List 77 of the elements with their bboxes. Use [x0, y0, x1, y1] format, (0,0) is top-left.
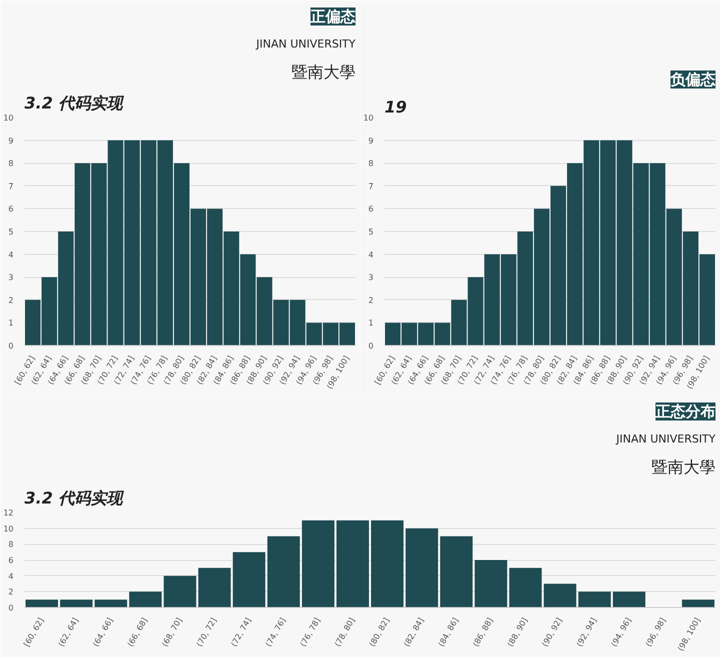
- bar: [198, 568, 231, 608]
- y-tick-label: 0: [8, 342, 14, 350]
- text: 3.2 代码实现: [24, 488, 124, 508]
- y-tick-label: 9: [8, 136, 14, 146]
- y-tick-label: 7: [8, 182, 14, 191]
- bar: [302, 520, 334, 608]
- y-tick-label: 9: [368, 136, 374, 146]
- y-tick-label: 1: [368, 318, 374, 328]
- y-tick-label: 10: [3, 524, 14, 534]
- y-tick-label: 4: [8, 572, 14, 581]
- x-tick-label: (70, 72]: [194, 616, 218, 648]
- y-tick-label: 0: [8, 604, 14, 612]
- bar: [94, 600, 128, 608]
- x-tick-label: (84, 86]: [436, 616, 460, 648]
- bar: [267, 536, 300, 608]
- bar: [440, 536, 473, 608]
- y-tick-label: 8: [8, 159, 14, 168]
- chart-title: 正偏态: [310, 8, 356, 26]
- chart-title: 负偏态: [670, 70, 716, 88]
- y-tick-label: 6: [8, 556, 14, 565]
- y-tick-label: 10: [3, 114, 14, 122]
- x-tick-label: (78, 80]: [333, 616, 357, 648]
- text: 暨南大學: [652, 458, 716, 476]
- y-tick-label: 5: [368, 228, 374, 236]
- bar: [60, 600, 93, 608]
- bar: [544, 584, 576, 608]
- x-tick-label: (68, 70]: [160, 616, 184, 648]
- y-tick-label: 3: [8, 273, 14, 282]
- bar: [232, 552, 266, 608]
- x-tick-label: (88, 90]: [506, 616, 530, 648]
- y-tick-label: 12: [3, 508, 14, 518]
- x-tick-label: (66, 68]: [126, 616, 150, 648]
- y-tick-label: 8: [8, 540, 14, 550]
- text: JINAN UNIVERSITY: [615, 432, 716, 446]
- y-tick-label: 3: [368, 273, 374, 282]
- text: 19: [384, 98, 407, 116]
- y-tick-label: 6: [368, 204, 374, 214]
- bar: [682, 600, 714, 608]
- chart-title: 正态分布: [654, 402, 716, 420]
- y-tick-label: 4: [8, 250, 14, 260]
- y-tick-label: 1: [8, 318, 14, 328]
- x-tick-label: (64, 66]: [91, 616, 115, 648]
- x-tick-label: [60, 62]: [22, 616, 46, 648]
- y-tick-label: 2: [368, 296, 374, 305]
- bar: [164, 576, 196, 608]
- y-tick-label: 6: [8, 204, 14, 214]
- x-tick-label: (74, 76]: [264, 616, 288, 648]
- y-tick-label: 8: [368, 159, 374, 168]
- y-tick-label: 2: [8, 296, 14, 305]
- bar: [612, 592, 646, 608]
- x-tick-label: (80, 82]: [368, 616, 392, 648]
- y-tick-label: 0: [368, 342, 374, 350]
- text: 3.2 代码实现: [24, 94, 124, 112]
- y-tick-label: 4: [368, 250, 374, 260]
- bar: [26, 600, 58, 608]
- y-tick-label: 5: [8, 228, 14, 236]
- x-tick-label: (76, 78]: [298, 616, 322, 648]
- bar: [578, 592, 611, 608]
- text: 暨南大學: [292, 62, 356, 82]
- y-tick-label: 10: [363, 114, 374, 122]
- bar: [406, 528, 438, 608]
- x-tick-label: (82, 84]: [402, 616, 426, 648]
- x-tick-label: (62, 64]: [56, 616, 80, 648]
- x-tick-label: (72, 74]: [229, 616, 253, 648]
- y-tick-label: 7: [368, 182, 374, 191]
- x-tick-label: (94, 96]: [609, 616, 634, 648]
- x-tick-label: (86, 88]: [471, 616, 495, 648]
- bar: [336, 520, 369, 608]
- bar: [371, 520, 404, 608]
- bar: [474, 560, 508, 608]
- x-tick-label: (90, 92]: [540, 616, 564, 648]
- x-tick-label: (96, 98]: [644, 616, 668, 648]
- x-tick-label: (92, 94]: [574, 616, 598, 648]
- y-tick-label: 2: [8, 588, 14, 597]
- bar: [129, 592, 162, 608]
- bar: [509, 568, 542, 608]
- text: JINAN UNIVERSITY: [255, 38, 356, 50]
